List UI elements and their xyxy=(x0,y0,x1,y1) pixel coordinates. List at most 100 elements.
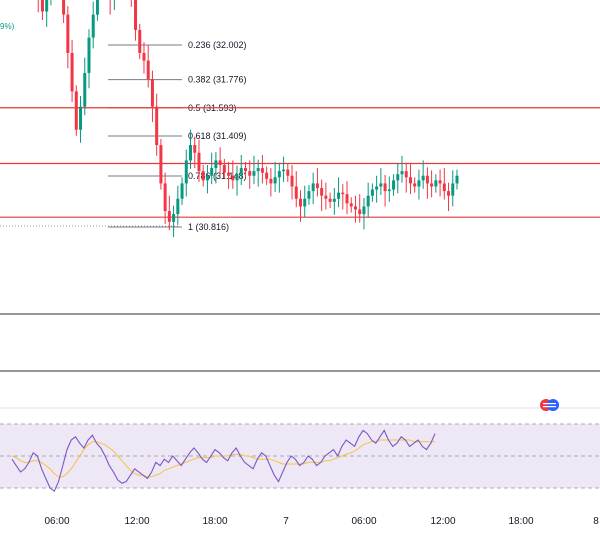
rsi-line xyxy=(11,429,436,493)
candle-body xyxy=(349,203,353,207)
candle-body xyxy=(167,211,171,222)
candle-body xyxy=(375,186,379,190)
candle-body xyxy=(45,0,49,12)
candle-body xyxy=(201,171,205,181)
candle-body xyxy=(430,183,434,187)
candle-body xyxy=(79,106,83,130)
candle-body xyxy=(303,198,307,207)
candle-body xyxy=(358,209,362,215)
candle-body xyxy=(142,52,146,61)
time-axis-label: 12:00 xyxy=(430,516,455,527)
time-axis-label: 18:00 xyxy=(508,516,533,527)
candle-body xyxy=(210,168,214,176)
candle-body xyxy=(311,183,315,192)
candle-body xyxy=(451,183,455,196)
candle-body xyxy=(341,192,345,195)
candle-body xyxy=(218,160,222,166)
candle-body xyxy=(328,198,332,202)
candle-body xyxy=(362,206,366,215)
candle-body xyxy=(413,183,417,187)
candle-body xyxy=(442,183,446,192)
candle-body xyxy=(370,189,374,196)
us-flag-event-icon[interactable] xyxy=(540,399,559,411)
time-axis-label: 06:00 xyxy=(44,516,69,527)
candle-body xyxy=(282,169,286,172)
candle-body xyxy=(421,175,425,181)
fib-level-label: 0.382 (31.776) xyxy=(188,75,247,85)
candle-body xyxy=(269,178,273,184)
candle-body xyxy=(400,171,404,175)
candle-body xyxy=(286,169,290,176)
fib-level-label: 0.618 (31.409) xyxy=(188,131,247,141)
candle-body xyxy=(239,168,243,175)
candle-body xyxy=(231,175,235,181)
candle-body xyxy=(74,91,78,130)
candle-body xyxy=(197,152,201,172)
time-axis[interactable]: 06:00 12:00 18:00 7 06:00 12:00 18:00 8 xyxy=(44,516,599,527)
candle-body xyxy=(184,160,188,184)
candle-body xyxy=(298,198,302,207)
candle-body xyxy=(95,0,99,15)
candle-body xyxy=(40,0,44,12)
candle-body xyxy=(91,14,95,38)
candle-body xyxy=(294,186,298,199)
candle-body xyxy=(150,79,154,107)
candle-body xyxy=(205,175,209,181)
candle-body xyxy=(455,175,459,184)
time-axis-label: 06:00 xyxy=(351,516,376,527)
candle-body xyxy=(252,171,256,176)
candle-body xyxy=(214,160,218,169)
candle-body xyxy=(260,168,264,173)
rsi-pane xyxy=(0,423,600,493)
candle-body xyxy=(438,180,442,184)
candle-body xyxy=(66,14,70,53)
candle-body xyxy=(345,194,349,204)
candle-body xyxy=(193,145,197,153)
candle-body xyxy=(176,198,180,215)
candle-body xyxy=(138,29,142,53)
candle-body xyxy=(396,174,400,181)
candle-body xyxy=(134,0,138,30)
rsi-ma-line xyxy=(11,439,435,478)
candle-body xyxy=(172,214,176,222)
candle-body xyxy=(227,172,231,176)
candle-body xyxy=(273,177,277,184)
candle-body xyxy=(332,198,336,202)
candle-body xyxy=(337,192,341,199)
fib-level-label: 1 (30.816) xyxy=(188,222,229,232)
candle-body xyxy=(404,171,408,178)
rsi-band-background xyxy=(0,424,600,488)
fib-level-label: 0.236 (32.002) xyxy=(188,40,247,50)
fib-level-label: 0.786 (31.148) xyxy=(188,171,247,181)
candle-body xyxy=(366,195,370,207)
candle-body xyxy=(146,60,150,80)
candle-body xyxy=(244,168,247,172)
candle-body xyxy=(392,180,396,190)
candle-body xyxy=(222,165,226,173)
time-axis-label: 12:00 xyxy=(124,516,149,527)
candle-body xyxy=(159,145,163,184)
candle-body xyxy=(408,177,412,184)
candle-body xyxy=(277,171,281,178)
candle-body xyxy=(155,106,159,146)
time-axis-label: 8 xyxy=(593,516,599,527)
candle-body xyxy=(379,183,383,187)
candle-body xyxy=(324,195,328,199)
candle-body xyxy=(87,37,91,73)
candlestick-series xyxy=(37,0,459,238)
candle-body xyxy=(180,183,184,199)
candle-body xyxy=(434,180,438,187)
candle-body xyxy=(265,172,269,179)
candle-body xyxy=(353,206,357,210)
candle-body xyxy=(248,171,252,176)
candle-body xyxy=(417,180,421,187)
candle-body xyxy=(387,189,391,192)
candle-body xyxy=(447,191,451,196)
candle-body xyxy=(189,145,193,161)
candle-body xyxy=(383,183,387,192)
time-axis-label: 18:00 xyxy=(202,516,227,527)
candle-body xyxy=(320,188,324,196)
candle-body xyxy=(83,72,87,107)
candle-body xyxy=(256,168,260,172)
